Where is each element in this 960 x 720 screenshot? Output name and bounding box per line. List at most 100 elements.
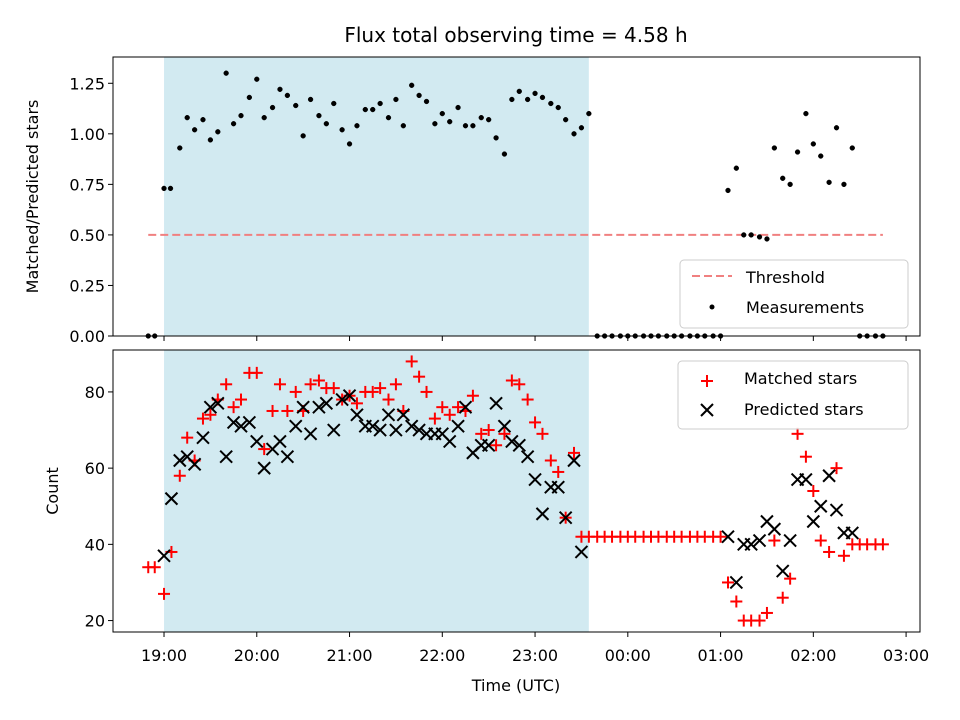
predicted-legend-swatch [700, 403, 714, 417]
matched-star-point [327, 382, 340, 395]
measurement-point [478, 115, 484, 121]
predicted-star-point [458, 400, 473, 414]
measurement-point [771, 145, 778, 151]
predicted-star-point [767, 522, 782, 536]
matched-star-point [513, 378, 526, 391]
predicted-star-point [489, 396, 503, 411]
measurement-point [586, 110, 592, 117]
top-y-tick-label: 0.75 [69, 175, 105, 194]
measurement-point [362, 106, 368, 113]
predicted-star-point [173, 453, 187, 468]
measurement-point [432, 121, 438, 127]
measurement-point [439, 110, 445, 117]
measurement-point [470, 123, 476, 129]
measurement-point [524, 96, 531, 103]
predicted-star-point [289, 419, 303, 433]
matched-star-point [289, 385, 302, 398]
measurement-point [578, 125, 585, 131]
measurement-point [184, 115, 190, 121]
predicted-star-point [242, 415, 257, 430]
matched-star-point [490, 439, 503, 452]
top-y-tick-label: 1.00 [69, 125, 105, 144]
measurement-point [370, 106, 376, 113]
top-y-tick-label: 1.25 [69, 74, 105, 93]
measurement-point [741, 232, 747, 238]
measurement-point [223, 70, 229, 76]
top-y-ticks: 0.00 0.25 0.50 0.75 1.00 1.25 [69, 74, 113, 346]
matched-star-point [482, 424, 495, 437]
measurement-point [331, 100, 337, 107]
matched-star-point [776, 591, 789, 604]
predicted-star-point [280, 449, 295, 464]
predicted-star-point [366, 419, 380, 433]
top-legend-box [679, 259, 909, 329]
matched-star-point [312, 374, 325, 387]
top-y-tick-label: 0.25 [69, 276, 105, 295]
predicted-star-point [558, 510, 573, 525]
matched-star-point [475, 427, 488, 440]
chart-title: Flux total observing time = 4.58 h [344, 23, 687, 47]
measurements-legend-label: Measurements [746, 298, 864, 317]
matched-star-point [266, 404, 279, 417]
matched-star-point [730, 595, 743, 608]
matched-star-point [784, 572, 797, 585]
matched-legend-swatch [701, 375, 713, 387]
measurement-point [447, 119, 453, 125]
measurement-point [300, 133, 306, 139]
measurement-point [354, 123, 360, 129]
matched-star-point [389, 378, 402, 391]
bottom-panel: 20 40 60 80 19:00 20:00 21:00 22:00 23:00 00:00 0… [43, 349, 929, 695]
matched-star-point [173, 469, 186, 482]
measurement-point [346, 141, 353, 147]
predicted-star-point [157, 549, 171, 563]
bottom-x-tick-label: 00:00 [605, 646, 651, 665]
predicted-star-point [296, 400, 310, 414]
matched-star-point [768, 534, 781, 547]
predicted-star-point [806, 514, 821, 529]
measurement-point [200, 117, 206, 123]
predicted-star-point [203, 400, 218, 414]
predicted-star-point [381, 408, 396, 422]
predicted-star-point [481, 438, 496, 452]
predicted-star-point [512, 438, 526, 452]
predicted-star-point [729, 575, 744, 590]
measurement-point [316, 112, 322, 119]
bottom-y-tick-label: 40 [85, 535, 105, 554]
measurement-point [377, 100, 383, 107]
measurement-point [501, 151, 508, 157]
measurement-point [284, 92, 291, 99]
predicted-star-point [234, 419, 248, 433]
predicted-star-point [211, 396, 225, 411]
predicted-star-point [505, 434, 519, 449]
predicted-star-point [744, 537, 758, 552]
bottom-x-tick-label: 22:00 [419, 646, 465, 665]
measurement-point [810, 141, 816, 147]
measurement-point [416, 92, 422, 99]
matched-star-point [544, 454, 557, 467]
bottom-y-tick-label: 20 [85, 612, 105, 631]
matched-star-point [814, 534, 827, 547]
predicted-star-point [551, 480, 565, 494]
measurement-point [826, 179, 832, 185]
predicted-star-point [164, 491, 179, 506]
measurement-point [409, 82, 415, 88]
bottom-legend: Matched stars Predicted stars [677, 360, 909, 430]
measurement-point [548, 100, 554, 107]
predicted-star-point [196, 430, 210, 445]
measurement-point [161, 185, 167, 192]
predicted-star-point [303, 427, 318, 441]
bottom-axes-frame [112, 349, 921, 633]
bottom-x-tick-label: 02:00 [790, 646, 836, 665]
measurement-point [246, 94, 253, 101]
predicted-star-point [752, 533, 767, 548]
matched-star-point [529, 416, 542, 429]
predicted-star-point [451, 419, 465, 433]
matched-star-point [823, 545, 836, 558]
predicted-star-point [257, 461, 271, 475]
matched-legend-label: Matched stars [744, 369, 857, 388]
measurement-point [486, 117, 492, 123]
measurement-point [733, 165, 739, 171]
measurement-point [269, 104, 276, 111]
predicted-star-point [814, 499, 828, 513]
matched-star-point [452, 401, 465, 414]
